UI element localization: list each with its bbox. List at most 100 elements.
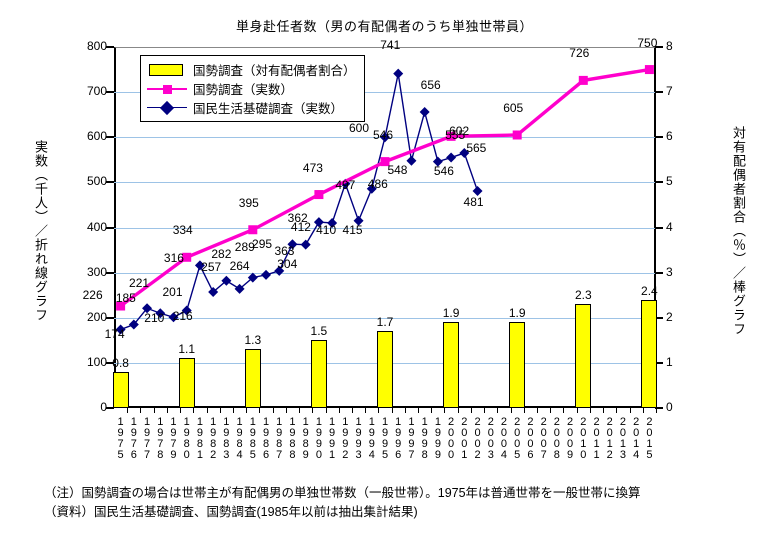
x-axis-tick-label: 2005	[511, 416, 524, 460]
x-axis-tick	[180, 408, 182, 413]
x-axis-tick-label: 1995	[379, 416, 391, 460]
x-axis-tick-label: 1993	[352, 416, 365, 460]
x-axis-tick-label: 1998	[418, 416, 431, 460]
pink-point-label: 546	[373, 127, 394, 142]
data-point-marker	[116, 301, 126, 311]
data-point-marker	[181, 305, 192, 316]
navy-point-label: 185	[115, 290, 136, 305]
legend-item-navy-line[interactable]: 国民生活基礎調査（実数）	[147, 98, 356, 117]
data-point-marker	[380, 132, 390, 143]
x-axis-tick	[351, 408, 353, 413]
y-axis-right-tick	[655, 226, 663, 229]
x-axis-tick-label: 2002	[471, 416, 484, 460]
x-axis-tick-label: 1992	[339, 416, 352, 460]
x-axis-tick	[510, 408, 512, 413]
y-axis-right-tick-label: 2	[666, 309, 673, 324]
bar	[178, 358, 195, 408]
x-axis-tick-label: 1978	[154, 416, 167, 460]
legend-item-bar[interactable]: 国勢調査（対有配偶者割合）	[147, 60, 356, 79]
x-axis-tick	[418, 408, 420, 413]
navy-point-label: 412	[290, 220, 311, 235]
x-axis-tick	[259, 408, 261, 413]
data-point-marker	[155, 308, 166, 319]
x-axis-tick-label: 1999	[431, 416, 444, 460]
navy-point-label: 221	[129, 276, 150, 291]
pink-point-label: 602	[449, 124, 470, 139]
navy-point-label: 486	[367, 176, 388, 191]
y-axis-left-tick-label: 800	[86, 39, 107, 53]
legend-label-pink-line: 国勢調査（実数）	[193, 83, 294, 97]
data-point-marker	[419, 106, 430, 117]
y-axis-left-tick-label: 500	[86, 174, 107, 189]
bar-value-label: 1.9	[508, 306, 526, 321]
navy-point-label: 600	[349, 121, 370, 136]
data-point-marker	[578, 75, 588, 85]
x-axis-tick	[246, 408, 248, 413]
pink-point-label: 334	[172, 223, 193, 238]
data-point-marker	[300, 239, 311, 250]
navy-point-label: 264	[229, 258, 250, 273]
x-axis-tick	[206, 408, 208, 413]
legend-item-pink-line[interactable]: 国勢調査（実数）	[147, 79, 356, 98]
navy-point-label: 362	[287, 210, 308, 225]
data-point-marker	[194, 260, 205, 271]
navy-point-label: 257	[201, 260, 222, 275]
x-axis-tick	[656, 408, 657, 413]
x-axis-tick	[312, 408, 314, 413]
y-axis-right-tick	[655, 181, 663, 184]
x-axis-tick	[140, 408, 142, 413]
data-point-marker	[459, 148, 470, 159]
x-axis-tick	[589, 408, 591, 413]
x-axis-tick	[497, 408, 499, 413]
x-axis-tick	[563, 408, 565, 413]
x-axis-tick-label: 2003	[484, 416, 497, 460]
x-axis-tick-label: 2015	[643, 416, 656, 460]
bar	[509, 322, 526, 408]
navy-point-label: 282	[211, 246, 232, 261]
x-axis-tick	[523, 408, 525, 413]
bar	[377, 331, 393, 408]
data-point-marker	[142, 303, 153, 314]
gridline	[114, 317, 656, 319]
x-axis-tick	[457, 408, 459, 413]
x-axis-tick-label: 1990	[312, 416, 325, 460]
data-point-marker	[261, 269, 272, 280]
y-axis-left-title: 実数（千人）／折れ線グラフ	[33, 139, 48, 322]
navy-point-label: 216	[172, 308, 193, 323]
bar	[112, 371, 129, 408]
legend: 国勢調査（対有配偶者割合） 国勢調査（実数） 国民生活基礎調査（実数）	[140, 55, 365, 122]
y-axis-left-tick	[106, 361, 114, 364]
legend-label-navy-line: 国民生活基礎調査（実数）	[193, 102, 344, 116]
data-point-marker	[406, 155, 417, 166]
x-axis-tick-label: 1987	[273, 416, 286, 460]
x-axis-tick	[166, 408, 168, 413]
y-axis-left-tick-label: 200	[86, 309, 107, 324]
x-axis-tick	[576, 408, 578, 413]
data-point-marker	[313, 217, 324, 228]
x-axis-tick	[603, 408, 605, 413]
x-axis-tick	[153, 408, 155, 413]
x-axis-tick	[616, 408, 618, 413]
bar-value-label: 1.1	[178, 342, 196, 357]
navy-point-label: 415	[342, 222, 363, 237]
x-axis-tick	[470, 408, 472, 413]
legend-swatch-bar	[147, 63, 187, 77]
x-axis-tick-label: 1981	[193, 416, 206, 460]
navy-point-label: 295	[252, 236, 273, 251]
data-point-marker	[208, 287, 219, 298]
bar-value-label: 0.8	[112, 355, 129, 370]
x-axis-tick-label: 1997	[405, 416, 418, 460]
x-axis-tick-label: 1994	[365, 416, 378, 460]
data-point-marker	[432, 156, 443, 167]
y-axis-left-tick	[106, 46, 114, 48]
y-axis-left-tick	[106, 91, 114, 94]
chart-title: 単身赴任者数（男の有配偶者のうち単独世帯員）	[235, 19, 533, 34]
y-axis-left-tick	[106, 407, 114, 409]
data-point-marker	[221, 275, 232, 286]
x-axis-tick-label: 1983	[220, 416, 233, 460]
navy-point-label: 481	[463, 194, 484, 209]
y-axis-left-tick-label: 600	[86, 129, 107, 144]
data-point-marker	[168, 312, 179, 323]
data-point-marker	[274, 265, 285, 276]
